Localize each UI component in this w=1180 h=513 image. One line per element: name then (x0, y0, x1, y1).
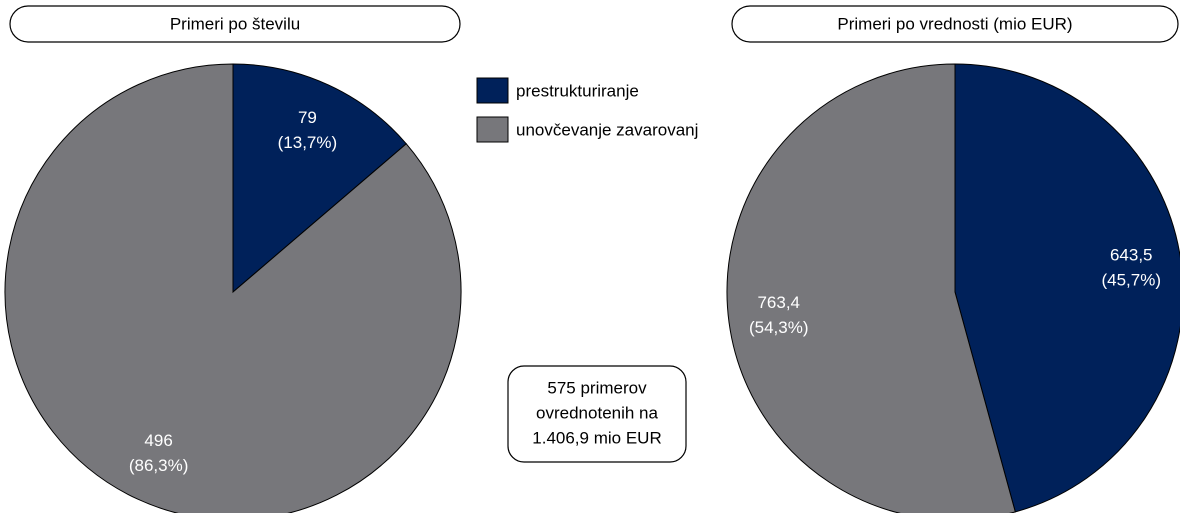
value-label: 763,4 (757, 293, 800, 312)
percent-label: (13,7%) (278, 133, 338, 152)
legend-swatch (476, 116, 509, 143)
pie-slice (4, 63, 462, 513)
title-pill (731, 5, 1179, 43)
annotation-text: 1.406,9 mio EUR (532, 428, 661, 447)
chart-title: Primeri po vrednosti (mio EUR) (837, 14, 1072, 33)
percent-label: (45,7%) (1101, 271, 1161, 290)
pie-slice (232, 63, 407, 294)
value-label: 643,5 (1110, 246, 1153, 265)
percent-label: (54,3%) (749, 318, 809, 337)
percent-label: (86,3%) (129, 456, 189, 475)
title-pill (9, 5, 461, 43)
annotation-box (507, 365, 687, 463)
pie-slice (726, 63, 1016, 513)
value-label: 496 (144, 431, 172, 450)
value-label: 79 (298, 108, 317, 127)
legend-label: unovčevanje zavarovanj (516, 120, 698, 139)
annotation-text: 575 primerov (547, 378, 647, 397)
legend-swatch (476, 77, 509, 104)
pie-slice (954, 63, 1180, 513)
annotation-text: ovrednotenih na (536, 403, 658, 422)
chart-title: Primeri po številu (170, 14, 300, 33)
legend-label: prestrukturiranje (516, 81, 639, 100)
